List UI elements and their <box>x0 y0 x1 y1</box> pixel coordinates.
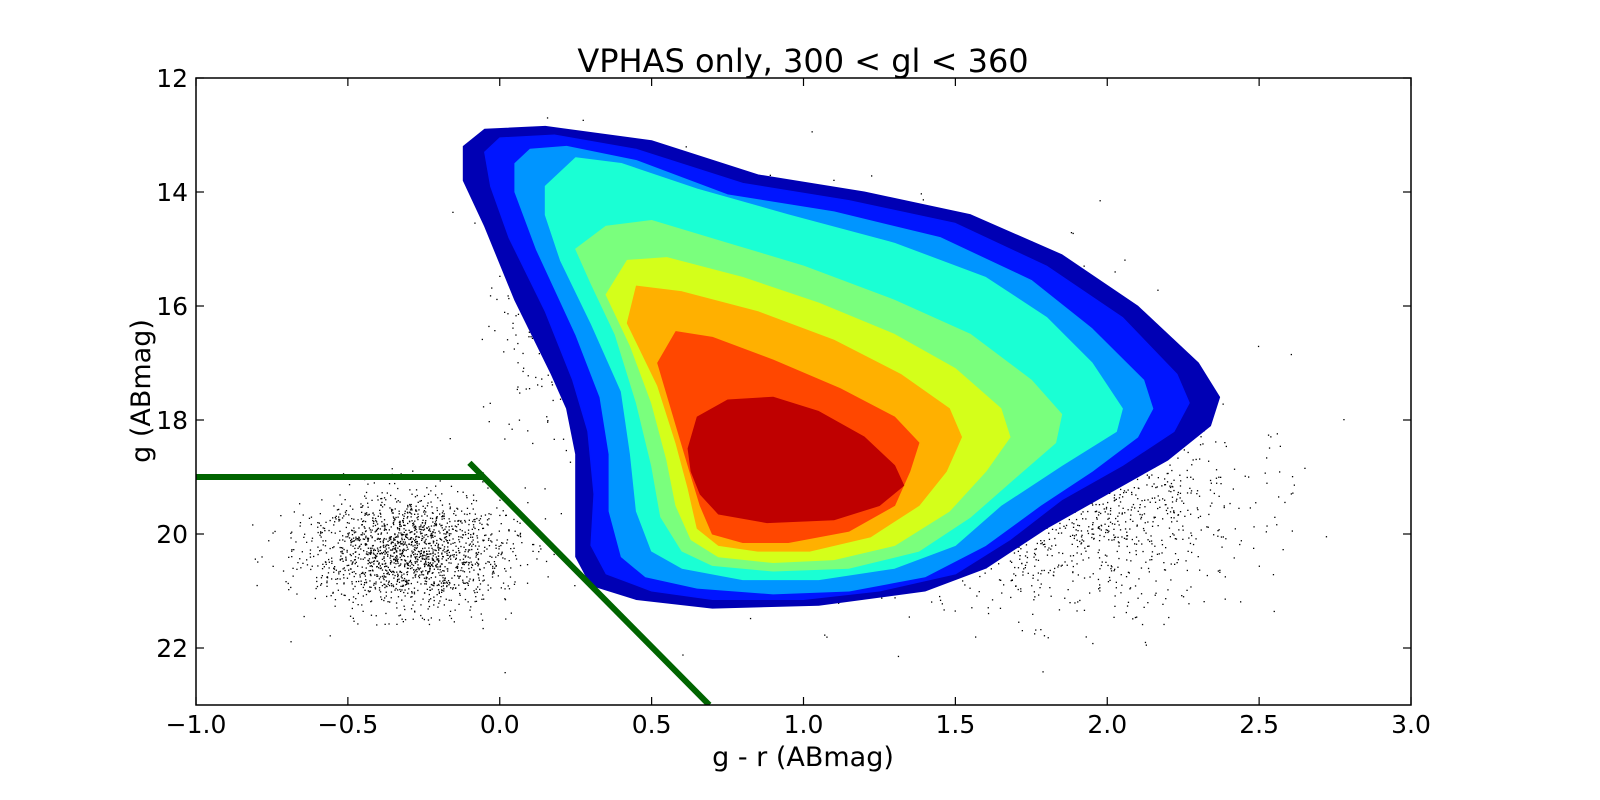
scatter-point <box>833 179 835 181</box>
scatter-point <box>502 510 504 512</box>
scatter-point <box>1099 200 1101 202</box>
scatter-point <box>412 545 414 547</box>
scatter-point <box>1014 566 1016 569</box>
scatter-point <box>472 508 474 510</box>
scatter-point <box>838 602 840 604</box>
scatter-point <box>385 580 388 582</box>
scatter-point <box>922 199 924 201</box>
scatter-point <box>376 555 378 557</box>
scatter-point <box>894 597 896 599</box>
scatter-point <box>465 555 467 557</box>
scatter-point <box>1080 553 1082 555</box>
scatter-point <box>372 522 375 524</box>
scatter-point <box>969 587 971 589</box>
scatter-point <box>824 634 826 636</box>
scatter-point <box>400 590 402 592</box>
scatter-point <box>769 174 771 176</box>
scatter-point <box>1017 550 1019 552</box>
scatter-point <box>1070 232 1073 234</box>
scatter-point <box>811 131 813 133</box>
scatter-point <box>1043 540 1045 542</box>
scatter-point <box>544 488 546 490</box>
scatter-point <box>1124 259 1126 261</box>
scatter-point <box>434 535 436 537</box>
scatter-point <box>943 609 945 611</box>
scatter-point <box>407 504 409 507</box>
scatter-point <box>1257 345 1260 348</box>
scatter-point <box>359 576 361 578</box>
scatter-point <box>514 530 516 532</box>
scatter-point <box>452 542 454 544</box>
scatter-point <box>1010 596 1012 599</box>
scatter-point <box>897 655 900 658</box>
scatter-point <box>553 553 555 556</box>
scatter-point <box>323 566 325 568</box>
scatter-point <box>412 618 414 620</box>
chart-title: VPHAS only, 300 < gl < 360 <box>577 42 1028 80</box>
scatter-point <box>749 617 752 620</box>
scatter-point <box>296 593 298 595</box>
scatter-point <box>1048 547 1050 549</box>
scatter-point <box>975 636 977 638</box>
scatter-point <box>939 595 941 598</box>
scatter-point <box>402 514 404 516</box>
scatter-point <box>444 536 446 538</box>
scatter-point <box>390 494 392 497</box>
scatter-point <box>423 554 425 557</box>
scatter-point <box>383 556 385 558</box>
scatter-point <box>423 618 425 621</box>
scatter-point <box>394 508 396 510</box>
scatter-point <box>881 597 883 599</box>
scatter-point <box>463 513 466 515</box>
scatter-cluster-1 <box>252 468 576 674</box>
scatter-point <box>388 580 390 582</box>
scatter-point <box>385 612 387 615</box>
scatter-point <box>1092 504 1094 506</box>
scatter-point <box>1034 554 1037 556</box>
scatter-point <box>384 566 386 568</box>
scatter-point <box>1092 528 1094 530</box>
scatter-point <box>391 512 393 514</box>
scatter-point <box>1050 548 1052 550</box>
scatter-point <box>1114 271 1116 273</box>
scatter-point <box>373 584 375 586</box>
scatter-point <box>352 508 354 510</box>
scatter-point <box>826 636 828 638</box>
scatter-point <box>362 586 364 589</box>
scatter-point <box>939 599 942 601</box>
scatter-point <box>376 495 379 497</box>
plot-area <box>196 117 1345 705</box>
scatter-point <box>1083 265 1085 267</box>
scatter-point <box>403 555 406 557</box>
scatter-point <box>354 556 357 558</box>
scatter-point <box>1051 528 1054 530</box>
scatter-point <box>1072 232 1074 235</box>
scatter-point <box>682 654 684 656</box>
scatter-point <box>871 175 873 177</box>
scatter-point <box>486 548 488 550</box>
scatter-point <box>1157 289 1159 291</box>
scatter-point <box>424 562 426 565</box>
scatter-point <box>406 573 408 576</box>
scatter-point <box>518 419 521 421</box>
scatter-point <box>920 193 922 195</box>
